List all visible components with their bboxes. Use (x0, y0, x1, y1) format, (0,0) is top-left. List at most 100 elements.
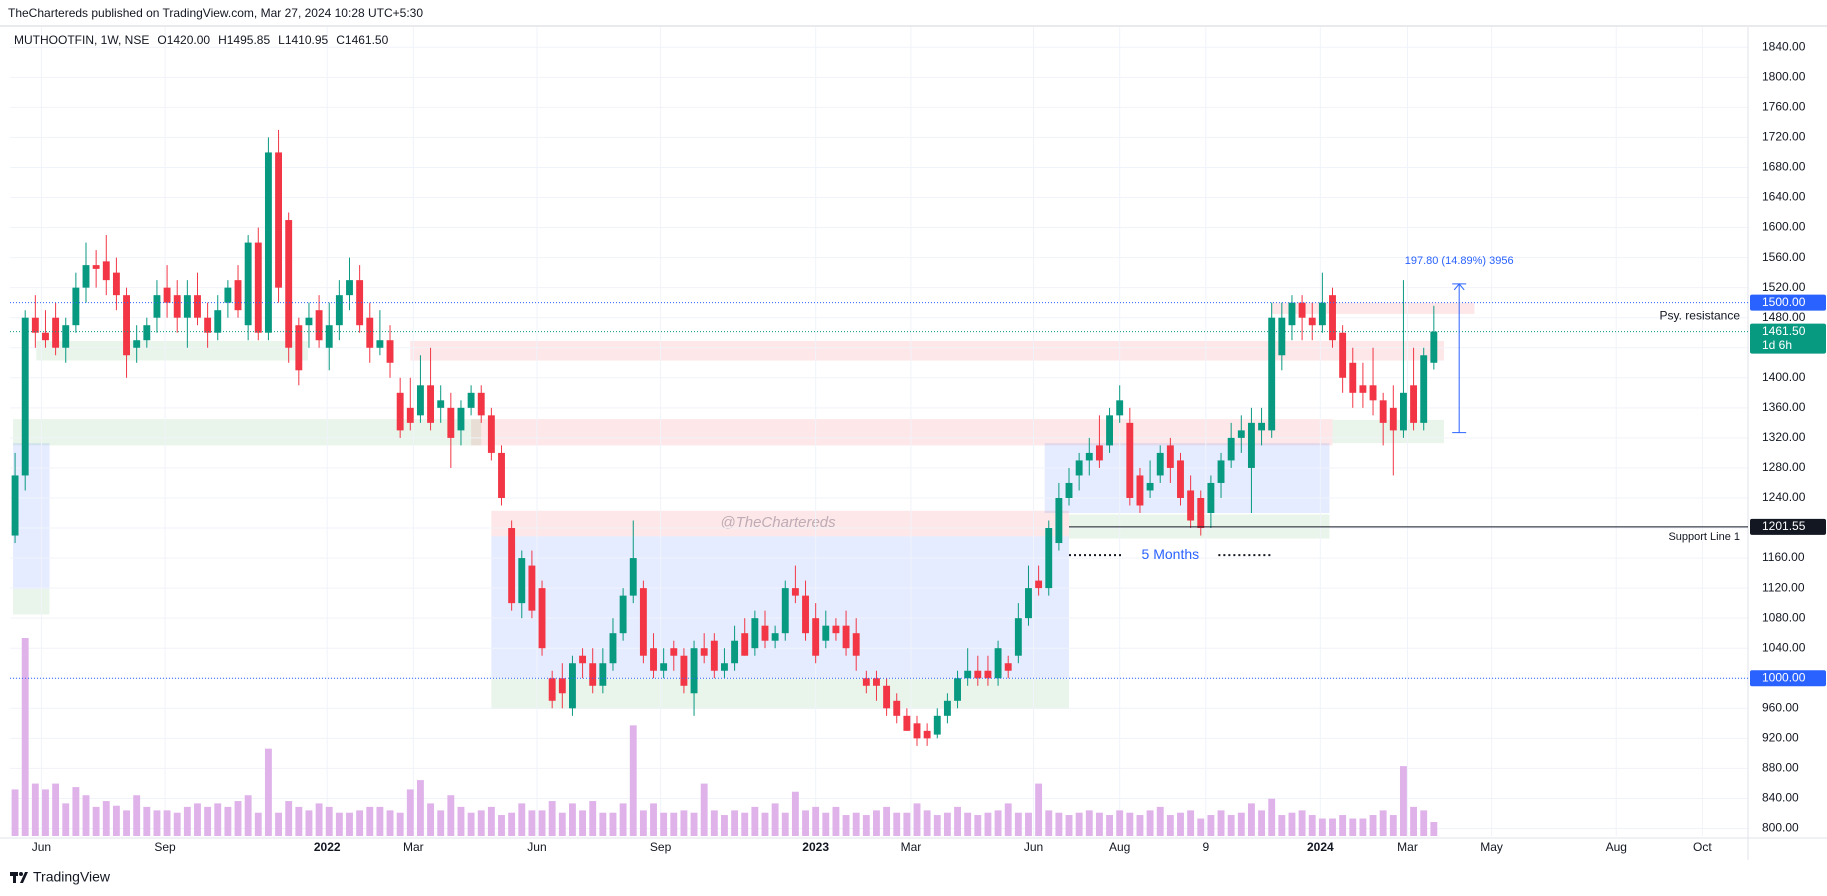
candle-body (761, 625, 769, 641)
candle-body (224, 287, 232, 303)
candle-body (1389, 407, 1397, 431)
measure-arrow (1453, 283, 1465, 291)
volume-bar (1369, 815, 1377, 836)
volume-bar (1095, 812, 1103, 836)
y-tick-label: 1400.00 (1762, 370, 1806, 384)
candle-body (619, 595, 627, 634)
candle-body (609, 633, 617, 664)
volume-bar (862, 815, 870, 836)
volume-bar (325, 806, 333, 836)
support-label-box (1750, 518, 1826, 535)
candle-body (183, 295, 191, 318)
volume-bar (1146, 810, 1154, 836)
y-tick-label: 960.00 (1762, 700, 1799, 714)
axes: 800.00 840.00 880.00 920.00 960.00 1000.00 104… (10, 27, 1806, 854)
x-tick-label: Jun (32, 840, 51, 854)
y-tick-label: 800.00 (1762, 821, 1799, 835)
candle-body (386, 340, 394, 363)
candle-body (660, 663, 668, 671)
volume-bar (204, 806, 212, 836)
volume-bar (568, 803, 576, 836)
volume-bar (285, 801, 293, 836)
y-tick-label: 1320.00 (1762, 430, 1806, 444)
price-label-box (1750, 294, 1826, 311)
volume-bar (1278, 815, 1286, 836)
candle-body (862, 678, 870, 686)
candle-body (1258, 422, 1266, 431)
candle-body (903, 715, 911, 731)
volume-bar (1227, 815, 1235, 836)
volume-bar (427, 803, 435, 836)
volume-bar (822, 812, 830, 836)
volume-bar (1359, 818, 1367, 836)
candle-body (741, 633, 749, 656)
candle-body (11, 475, 19, 536)
footer-logo (10, 872, 28, 883)
volume-bar (619, 803, 627, 836)
candle-body (1329, 295, 1336, 341)
x-tick-label: 2022 (314, 840, 341, 854)
candle-body (487, 415, 495, 453)
volume-bar (1217, 810, 1225, 836)
volume-bar (214, 803, 222, 836)
volume-bar (234, 801, 242, 836)
candle-body (984, 670, 992, 679)
candle-body (1025, 588, 1032, 619)
candle-body (275, 152, 282, 288)
x-tick-label: Aug (1109, 840, 1130, 854)
volume-bar (396, 812, 404, 836)
y-tick-label: 1280.00 (1762, 460, 1806, 474)
candle-body (1146, 482, 1154, 491)
volume-bar (1430, 822, 1438, 836)
candle-body (538, 588, 546, 649)
volume-bar (1258, 810, 1266, 836)
volume-bar (538, 810, 546, 836)
volume-bar (984, 812, 992, 836)
volume-bar (579, 810, 587, 836)
candle-body (1045, 528, 1053, 589)
volume-bar (416, 780, 424, 836)
candle-body (194, 295, 201, 318)
candle-body (1359, 385, 1367, 393)
volume-bar (31, 783, 39, 836)
volume-bar (812, 806, 820, 836)
ohlc-key: C (336, 33, 345, 47)
volume-bar (893, 812, 901, 836)
y-tick-label: 1080.00 (1762, 610, 1806, 624)
volume-bar (1268, 798, 1276, 836)
candle-body (1116, 400, 1124, 416)
zone (491, 536, 1070, 679)
x-tick-label: Jun (1024, 840, 1043, 854)
candle-body (416, 385, 424, 416)
zone (1271, 302, 1475, 314)
candle-body (21, 317, 29, 476)
y-tick-label: 1640.00 (1762, 190, 1806, 204)
candle-body (204, 317, 212, 333)
y-tick-label: 1480.00 (1762, 310, 1806, 324)
volume-bar (82, 795, 90, 836)
volume-bar (913, 803, 921, 836)
x-tick-label: 2023 (802, 840, 829, 854)
volume-bar (194, 803, 201, 836)
candle-body (994, 648, 1002, 679)
volume-bar (721, 815, 728, 836)
volume-bar (700, 783, 708, 836)
volume-bar (731, 810, 739, 836)
volume-bar (589, 801, 597, 836)
volume-bar (1298, 810, 1306, 836)
candle-body (1349, 362, 1357, 393)
x-tick-label: 9 (1202, 840, 1209, 854)
volume-bar (974, 815, 982, 836)
x-tick-label: Sep (154, 840, 176, 854)
volume-bar (1166, 815, 1174, 836)
y-tick-label: 1680.00 (1762, 160, 1806, 174)
volume-bar (690, 812, 698, 836)
volume-bar (710, 810, 718, 836)
y-tick-label: 920.00 (1762, 731, 1799, 745)
volume-bar (518, 803, 526, 836)
candle-body (1339, 332, 1347, 378)
y-tick-label: 880.00 (1762, 761, 1799, 775)
volume-bar (964, 812, 972, 836)
zone (13, 419, 482, 446)
ohlc-value: 1461.50 (345, 33, 389, 47)
